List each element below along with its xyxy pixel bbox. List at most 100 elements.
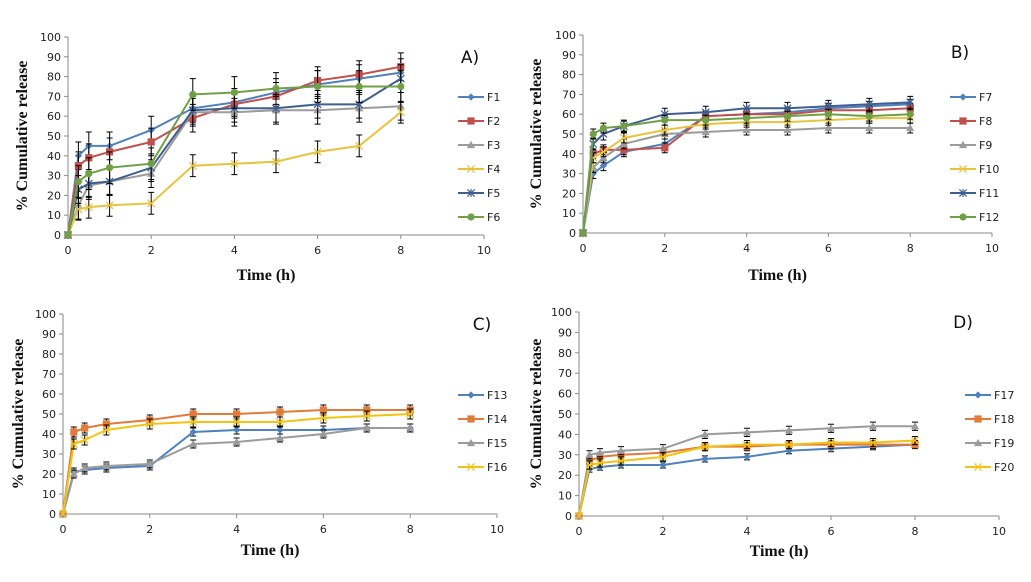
legend-marker bbox=[973, 462, 983, 472]
data-point bbox=[232, 437, 241, 446]
legend-label: F10 bbox=[979, 163, 999, 176]
data-point bbox=[620, 146, 628, 154]
legend-label: F3 bbox=[487, 139, 500, 152]
data-point bbox=[589, 130, 597, 138]
data-point bbox=[700, 430, 710, 438]
legend-item-f11: F11 bbox=[950, 187, 999, 200]
series-line bbox=[578, 425, 915, 517]
data-point bbox=[406, 409, 415, 419]
data-point bbox=[362, 423, 371, 432]
y-tick-label: 0 bbox=[49, 508, 56, 521]
y-tick-label: 0 bbox=[565, 510, 572, 523]
data-point bbox=[585, 460, 594, 470]
legend-marker bbox=[959, 213, 967, 221]
data-point bbox=[616, 446, 626, 454]
legend-label: F12 bbox=[979, 211, 999, 224]
legend-item-f9: F9 bbox=[950, 139, 992, 152]
data-point bbox=[189, 90, 197, 99]
x-tick-label: 0 bbox=[65, 244, 72, 257]
y-tick-label: 80 bbox=[42, 348, 56, 361]
y-tick-label: 80 bbox=[47, 71, 61, 84]
y-tick-label: 50 bbox=[558, 408, 572, 421]
panel-label: A) bbox=[461, 48, 479, 68]
x-tick-label: 0 bbox=[60, 523, 67, 536]
data-point bbox=[276, 426, 284, 434]
y-tick-label: 30 bbox=[42, 448, 56, 461]
legend-label: F1 bbox=[487, 91, 500, 104]
data-point bbox=[910, 422, 920, 430]
series-line bbox=[582, 127, 911, 234]
data-point bbox=[189, 428, 197, 436]
y-tick-label: 10 bbox=[42, 488, 56, 501]
legend-marker bbox=[466, 462, 476, 472]
y-tick-label: 30 bbox=[562, 168, 576, 181]
legend-label: F15 bbox=[487, 437, 507, 450]
chart-panel-b: 0 10 20 30 40 50 60 70 80 90 100 0 2 4 6 8 10 Time (h) % C… bbox=[528, 29, 999, 284]
data-point bbox=[230, 159, 239, 168]
data-point bbox=[147, 199, 156, 208]
data-point bbox=[74, 205, 83, 214]
x-axis-title: Time (h) bbox=[750, 543, 809, 560]
legend-label: F8 bbox=[979, 115, 992, 128]
data-point bbox=[783, 112, 792, 120]
legend-label: F19 bbox=[994, 437, 1014, 450]
panel-label: C) bbox=[473, 315, 492, 335]
data-point bbox=[906, 123, 915, 132]
legend-item-f1: F1 bbox=[458, 91, 500, 104]
y-tick-label: 90 bbox=[47, 51, 61, 64]
data-point bbox=[865, 112, 873, 120]
data-point bbox=[189, 439, 198, 448]
legend-marker bbox=[958, 164, 968, 174]
data-point bbox=[147, 138, 155, 146]
data-point bbox=[147, 160, 155, 168]
data-point bbox=[865, 100, 874, 109]
y-tick-label: 20 bbox=[42, 468, 56, 481]
y-tick-label: 0 bbox=[569, 227, 576, 240]
data-point bbox=[319, 406, 327, 414]
series-f18 bbox=[575, 440, 919, 520]
y-tick-label: 80 bbox=[558, 347, 572, 360]
legend-item-f10: F10 bbox=[950, 163, 999, 176]
legend-marker bbox=[973, 438, 983, 447]
x-tick-label: 4 bbox=[233, 523, 240, 536]
data-point bbox=[189, 417, 198, 427]
legend-marker bbox=[467, 93, 475, 101]
y-tick-label: 20 bbox=[558, 469, 572, 482]
series-f16 bbox=[58, 408, 415, 519]
y-tick-label: 50 bbox=[42, 408, 56, 421]
x-tick-label: 0 bbox=[580, 242, 587, 255]
data-point bbox=[275, 433, 285, 442]
legend-marker bbox=[959, 117, 967, 125]
data-point bbox=[58, 509, 68, 519]
x-tick-label: 6 bbox=[828, 525, 835, 538]
x-axis-title: Time (h) bbox=[237, 267, 296, 284]
data-point bbox=[784, 426, 794, 434]
y-tick-label: 20 bbox=[562, 187, 576, 200]
legend-item-f18: F18 bbox=[965, 413, 1014, 426]
legend-item-f5: F5 bbox=[458, 187, 500, 200]
data-point bbox=[599, 124, 608, 132]
legend-item-f3: F3 bbox=[458, 139, 500, 152]
data-point bbox=[743, 453, 751, 461]
legend-label: F4 bbox=[487, 163, 500, 176]
legend-label: F20 bbox=[994, 461, 1014, 474]
legend-item-f6: F6 bbox=[458, 211, 500, 224]
y-tick-label: 50 bbox=[47, 130, 61, 143]
data-point bbox=[271, 157, 281, 166]
legend-marker bbox=[466, 140, 476, 149]
legend-label: F18 bbox=[994, 413, 1014, 426]
y-tick-label: 50 bbox=[562, 128, 576, 141]
legend-label: F7 bbox=[979, 91, 992, 104]
x-tick-label: 8 bbox=[407, 523, 414, 536]
y-tick-label: 20 bbox=[47, 189, 61, 202]
legend-label: F2 bbox=[487, 115, 500, 128]
data-point bbox=[619, 133, 628, 142]
legend-item-f12: F12 bbox=[950, 211, 999, 224]
data-point bbox=[69, 469, 78, 478]
data-point bbox=[826, 424, 836, 432]
data-point bbox=[81, 424, 89, 432]
data-point bbox=[276, 408, 284, 416]
legend-marker bbox=[959, 93, 967, 101]
legend-item-f19: F19 bbox=[965, 437, 1014, 450]
